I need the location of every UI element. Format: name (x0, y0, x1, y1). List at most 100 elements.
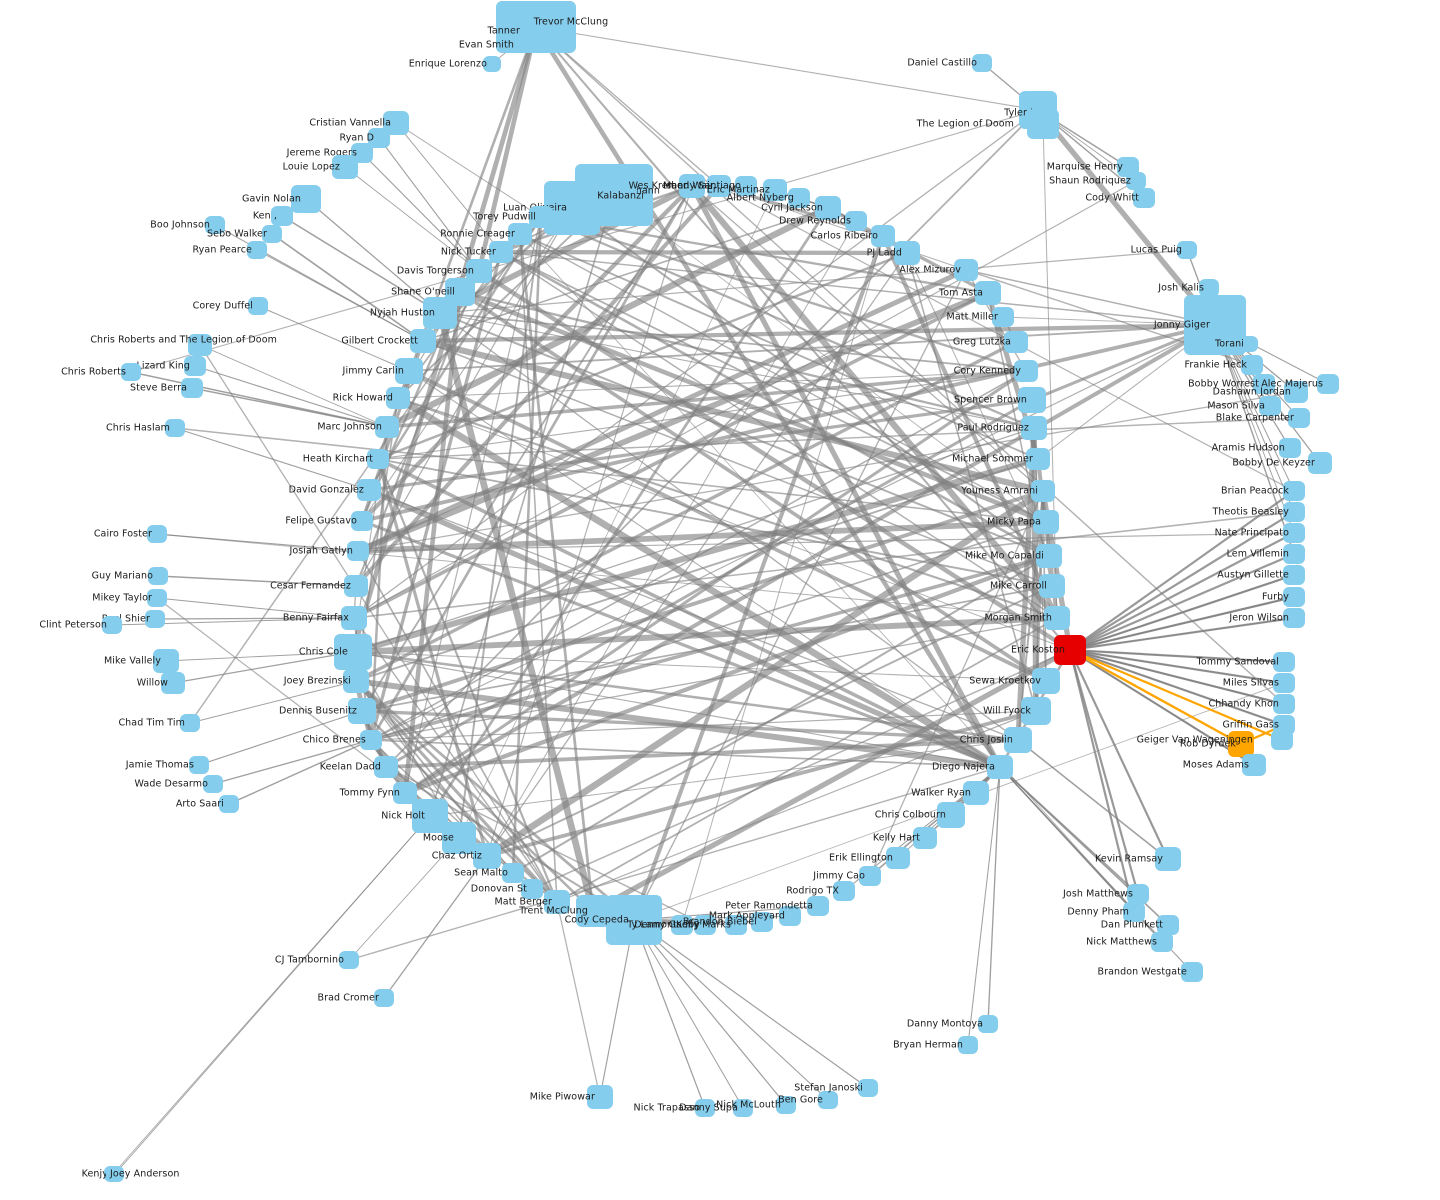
graph-node[interactable] (815, 196, 841, 220)
graph-node[interactable] (1155, 847, 1181, 871)
graph-node[interactable] (1283, 544, 1305, 564)
graph-node[interactable] (544, 890, 570, 914)
graph-node[interactable] (1031, 480, 1055, 502)
graph-node[interactable] (1184, 295, 1246, 355)
graph-node[interactable] (410, 329, 436, 353)
graph-node[interactable] (1127, 884, 1149, 904)
graph-node[interactable] (1240, 336, 1258, 352)
graph-node[interactable] (395, 358, 423, 384)
graph-node[interactable] (1308, 452, 1332, 474)
graph-node[interactable] (1288, 408, 1310, 428)
graph-node[interactable] (147, 589, 167, 607)
graph-node[interactable] (357, 479, 381, 501)
graph-node[interactable] (1133, 188, 1155, 208)
graph-node[interactable] (153, 649, 179, 673)
graph-node[interactable] (1177, 241, 1197, 259)
graph-node[interactable] (473, 843, 501, 869)
graph-node[interactable] (367, 449, 389, 469)
graph-node[interactable] (587, 174, 637, 218)
graph-node[interactable] (489, 241, 513, 263)
graph-node[interactable] (180, 714, 200, 732)
graph-node[interactable] (733, 1099, 753, 1117)
graph-node[interactable] (121, 363, 141, 381)
graph-node[interactable] (347, 541, 369, 561)
graph-node[interactable] (763, 179, 787, 201)
graph-node[interactable] (374, 989, 394, 1007)
graph-node[interactable] (694, 915, 716, 935)
graph-node[interactable] (1241, 355, 1263, 375)
graph-node[interactable] (375, 416, 399, 438)
graph-node[interactable] (184, 356, 206, 376)
graph-node[interactable] (106, 1166, 124, 1182)
graph-node[interactable] (992, 307, 1014, 327)
graph-node[interactable] (145, 610, 165, 628)
graph-node[interactable] (972, 54, 992, 72)
graph-node[interactable] (937, 802, 965, 828)
graph-node[interactable] (368, 128, 390, 148)
graph-node[interactable] (958, 1036, 978, 1054)
graph-node[interactable] (954, 259, 978, 281)
graph-node[interactable] (1199, 279, 1219, 297)
graph-node[interactable] (858, 1079, 878, 1097)
graph-node[interactable] (1283, 608, 1305, 628)
graph-node[interactable] (963, 781, 989, 805)
graph-node[interactable] (203, 775, 223, 793)
graph-node[interactable] (859, 866, 881, 886)
graph-node[interactable] (1273, 652, 1295, 672)
graph-node[interactable] (987, 755, 1013, 779)
graph-node[interactable] (442, 822, 476, 854)
graph-node[interactable] (1151, 932, 1173, 952)
graph-node[interactable] (1044, 606, 1070, 630)
graph-node[interactable] (886, 847, 910, 869)
graph-node[interactable] (509, 35, 529, 53)
graph-node[interactable] (871, 225, 895, 247)
graph-node[interactable] (1273, 694, 1295, 714)
graph-node[interactable] (1157, 915, 1179, 935)
graph-node[interactable] (1126, 172, 1146, 190)
graph-node[interactable] (219, 795, 239, 813)
graph-node[interactable] (102, 616, 122, 634)
graph-node[interactable] (913, 827, 937, 849)
graph-node[interactable] (1284, 381, 1308, 403)
graph-node-highlighted[interactable] (1228, 731, 1254, 757)
graph-node[interactable] (161, 672, 185, 694)
graph-node[interactable] (1242, 754, 1266, 776)
graph-node[interactable] (894, 241, 920, 265)
graph-node[interactable] (1283, 502, 1305, 522)
graph-node[interactable] (1026, 448, 1050, 470)
graph-node[interactable] (529, 206, 553, 228)
graph-node[interactable] (248, 297, 268, 315)
graph-node[interactable] (521, 879, 543, 899)
graph-node[interactable] (1273, 673, 1295, 693)
graph-node[interactable] (707, 175, 731, 197)
graph-node[interactable] (291, 185, 321, 213)
graph-node[interactable] (189, 756, 209, 774)
graph-node[interactable] (1317, 374, 1339, 394)
graph-node[interactable] (1123, 902, 1145, 922)
graph-node[interactable] (779, 906, 801, 926)
graph-node[interactable] (344, 575, 368, 597)
graph-node[interactable] (423, 297, 457, 329)
graph-node[interactable] (496, 1, 576, 53)
graph-node[interactable] (165, 419, 185, 437)
graph-node[interactable] (1259, 396, 1281, 416)
graph-node[interactable] (845, 211, 867, 231)
graph-node[interactable] (776, 1096, 796, 1114)
graph-node[interactable] (1033, 510, 1059, 534)
graph-node[interactable] (1004, 727, 1032, 753)
graph-node[interactable] (679, 174, 705, 198)
graph-node[interactable] (148, 567, 168, 585)
graph-node[interactable] (205, 216, 225, 234)
graph-node[interactable] (1253, 374, 1275, 394)
graph-node[interactable] (695, 1099, 715, 1117)
graph-node[interactable] (502, 863, 524, 883)
graph-node[interactable] (1271, 730, 1293, 750)
graph-node[interactable] (807, 896, 829, 916)
graph-node[interactable] (1032, 668, 1060, 694)
graph-node[interactable] (341, 606, 367, 630)
graph-node[interactable] (348, 698, 376, 724)
graph-node[interactable] (1283, 481, 1305, 501)
graph-node[interactable] (271, 206, 293, 226)
graph-node[interactable] (975, 281, 1001, 305)
